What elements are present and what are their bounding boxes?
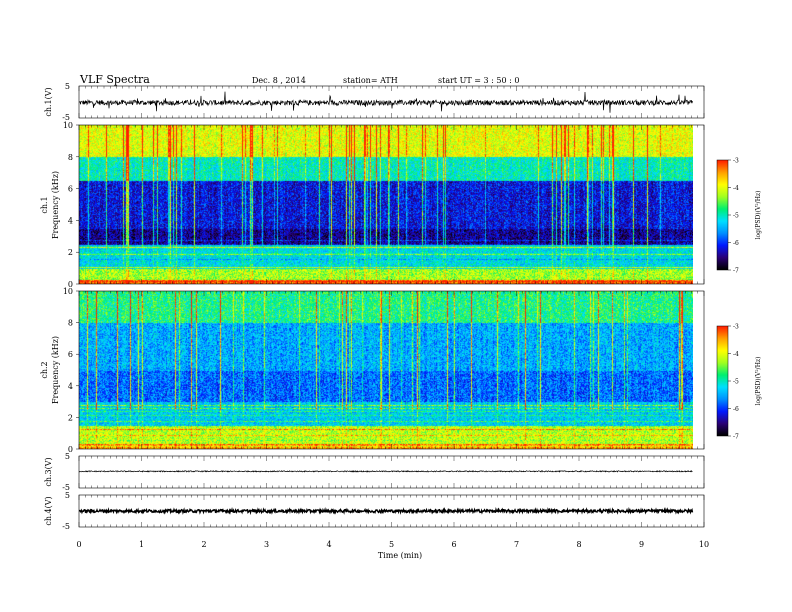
ch1-colorbar-gradient bbox=[717, 160, 728, 270]
ch1-spectrogram-panel: 0 2 4 6 8 10 ch.1 Frequency (kHz) bbox=[40, 121, 705, 289]
ch2-spectrogram-ytick-label: 10 bbox=[63, 287, 73, 296]
ch2-spectrogram-panel: 0 2 4 6 8 10 ch.2 Frequency (kHz) bbox=[40, 287, 705, 454]
ch2-colorbar-tick-label: -5 bbox=[733, 379, 739, 386]
ch4-waveform-trace bbox=[79, 506, 694, 516]
ch2-colorbar-tick-label: -7 bbox=[733, 434, 739, 441]
ch1-spectrogram-ytick-label: 8 bbox=[68, 153, 73, 162]
ch1-waveform-ylabel: ch.1(V) bbox=[44, 87, 53, 116]
ch2-colorbar-gradient bbox=[717, 326, 728, 436]
ch2-spectrogram-image bbox=[79, 291, 693, 449]
ch1-spectrogram-channel-label: ch.1 bbox=[40, 196, 49, 213]
ch1-colorbar-tick-label: -6 bbox=[733, 240, 739, 247]
x-tick-label: 6 bbox=[451, 540, 456, 549]
ch2-colorbar-tick-label: -6 bbox=[733, 406, 739, 413]
ch3-waveform-frame bbox=[78, 455, 705, 489]
ch1-spectrogram-ylabel: Frequency (kHz) bbox=[51, 171, 60, 239]
ch1-ytick-top: 5 bbox=[65, 82, 70, 91]
ch1-colorbar-tick-label: -4 bbox=[733, 185, 739, 192]
ch3-ytick-top: 5 bbox=[65, 452, 70, 461]
ch2-spectrogram-ytick-label: 4 bbox=[68, 382, 73, 391]
ch4-ytick-top: 5 bbox=[65, 491, 70, 500]
ch1-colorbar-label: log(PSD)(V²/Hz) bbox=[755, 191, 762, 240]
x-tick-label: 7 bbox=[514, 540, 519, 549]
time-axis: 0 1 2 3 4 5 6 7 8 9 10 bbox=[76, 86, 709, 549]
ch4-waveform-panel: ch.4(V) 5 -5 bbox=[44, 491, 705, 531]
x-tick-label: 3 bbox=[264, 540, 269, 549]
ch2-colorbar: -3 -4 -5 -6 -7 log(PSD)(V²/Hz) bbox=[716, 324, 762, 441]
ch2-spectrogram-channel-label: ch.2 bbox=[40, 361, 49, 378]
ch1-spectrogram-ytick-label: 2 bbox=[68, 248, 73, 257]
ch1-spectrogram-ytick-label: 0 bbox=[68, 280, 73, 289]
x-tick-label: 1 bbox=[139, 540, 144, 549]
ch3-waveform-trace bbox=[79, 470, 693, 473]
ch2-colorbar-tick-label: -4 bbox=[733, 351, 739, 358]
ch1-spectrogram-ytick-label: 4 bbox=[68, 216, 73, 225]
x-tick-label: 2 bbox=[201, 540, 206, 549]
ch2-spectrogram-ytick-label: 2 bbox=[68, 413, 73, 422]
x-tick-label: 8 bbox=[576, 540, 581, 549]
x-tick-label: 4 bbox=[326, 540, 331, 549]
ch1-spectrogram-ytick-label: 10 bbox=[63, 121, 73, 130]
ch1-colorbar-tick-label: -3 bbox=[733, 158, 739, 165]
ch2-spectrogram-ylabel: Frequency (kHz) bbox=[51, 336, 60, 404]
ch1-spectrogram-ytick-label: 6 bbox=[68, 185, 73, 194]
x-tick-label: 0 bbox=[76, 540, 81, 549]
x-tick-label: 9 bbox=[639, 540, 644, 549]
ch1-waveform-panel: ch.1(V) 5 -5 bbox=[44, 82, 705, 122]
figure-title: VLF Spectra bbox=[79, 73, 150, 86]
ch4-waveform-ylabel: ch.4(V) bbox=[44, 496, 53, 525]
ch1-ytick-bottom: -5 bbox=[62, 113, 70, 122]
ch1-colorbar: -3 -4 -5 -6 -7 log(PSD)(V²/Hz) bbox=[716, 158, 762, 275]
ch1-spectrogram-image bbox=[79, 125, 693, 284]
ch4-ytick-bottom: -5 bbox=[62, 522, 70, 531]
date-label: Dec. 8 , 2014 bbox=[252, 76, 306, 85]
time-axis-label: Time (min) bbox=[378, 551, 422, 560]
station-label: station= ATH bbox=[343, 76, 398, 85]
ch3-ytick-bottom: -5 bbox=[62, 483, 70, 492]
ch2-spectrogram-ytick-label: 8 bbox=[68, 319, 73, 328]
x-tick-label: 10 bbox=[699, 540, 709, 549]
ch2-colorbar-tick-label: -3 bbox=[733, 324, 739, 331]
start-time-label: start UT = 3 : 50 : 0 bbox=[438, 76, 519, 85]
ch2-spectrogram-ytick-label: 0 bbox=[68, 445, 73, 454]
ch2-spectrogram-ytick-label: 6 bbox=[68, 350, 73, 359]
ch1-waveform-trace bbox=[79, 91, 693, 113]
ch2-colorbar-label: log(PSD)(V²/Hz) bbox=[755, 357, 762, 406]
ch3-waveform-panel: ch.3(V) 5 -5 bbox=[44, 452, 705, 492]
ch1-colorbar-tick-label: -7 bbox=[733, 268, 739, 275]
ch3-waveform-ylabel: ch.3(V) bbox=[44, 457, 53, 486]
ch1-colorbar-tick-label: -5 bbox=[733, 213, 739, 220]
x-tick-label: 5 bbox=[389, 540, 394, 549]
